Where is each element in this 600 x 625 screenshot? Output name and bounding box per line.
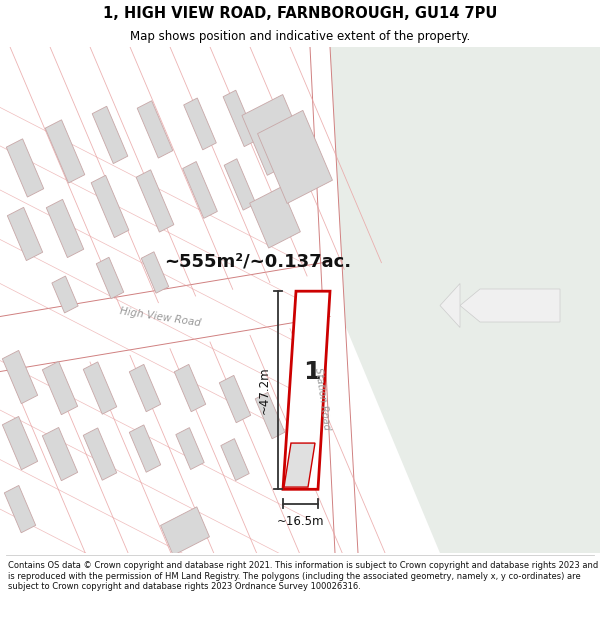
- Polygon shape: [310, 47, 358, 553]
- Polygon shape: [0, 261, 330, 371]
- Polygon shape: [141, 252, 169, 293]
- Polygon shape: [92, 106, 128, 164]
- Polygon shape: [283, 291, 330, 489]
- Text: ~16.5m: ~16.5m: [277, 515, 324, 528]
- Polygon shape: [4, 486, 36, 532]
- Polygon shape: [224, 159, 256, 210]
- Polygon shape: [91, 175, 129, 238]
- Text: ~47.2m: ~47.2m: [257, 366, 271, 414]
- Text: Station Road: Station Road: [313, 367, 331, 431]
- Polygon shape: [284, 443, 315, 487]
- Polygon shape: [250, 187, 301, 248]
- Polygon shape: [242, 94, 308, 175]
- Polygon shape: [136, 170, 174, 232]
- Polygon shape: [6, 139, 44, 197]
- Polygon shape: [46, 199, 84, 258]
- Polygon shape: [223, 90, 257, 147]
- Polygon shape: [255, 392, 285, 439]
- Text: ~555m²/~0.137ac.: ~555m²/~0.137ac.: [164, 253, 352, 271]
- Polygon shape: [2, 351, 38, 404]
- Polygon shape: [83, 428, 117, 480]
- Polygon shape: [460, 289, 560, 322]
- Polygon shape: [7, 208, 43, 261]
- Polygon shape: [184, 98, 217, 150]
- Polygon shape: [137, 101, 173, 158]
- Polygon shape: [221, 439, 249, 481]
- Polygon shape: [257, 111, 332, 204]
- Polygon shape: [330, 47, 600, 553]
- Text: Map shows position and indicative extent of the property.: Map shows position and indicative extent…: [130, 30, 470, 43]
- Polygon shape: [129, 425, 161, 472]
- Polygon shape: [219, 376, 251, 423]
- Polygon shape: [43, 428, 77, 481]
- Polygon shape: [2, 416, 38, 470]
- Polygon shape: [182, 161, 217, 218]
- Polygon shape: [174, 364, 206, 412]
- Text: 1: 1: [303, 359, 321, 384]
- Text: High View Road: High View Road: [119, 306, 201, 328]
- Polygon shape: [45, 120, 85, 183]
- Text: 1, HIGH VIEW ROAD, FARNBOROUGH, GU14 7PU: 1, HIGH VIEW ROAD, FARNBOROUGH, GU14 7PU: [103, 6, 497, 21]
- Polygon shape: [161, 507, 209, 556]
- Polygon shape: [129, 364, 161, 412]
- Polygon shape: [176, 428, 204, 469]
- Polygon shape: [83, 362, 117, 414]
- Polygon shape: [440, 284, 460, 328]
- Polygon shape: [96, 258, 124, 299]
- Polygon shape: [43, 361, 77, 414]
- Text: Contains OS data © Crown copyright and database right 2021. This information is : Contains OS data © Crown copyright and d…: [8, 561, 598, 591]
- Polygon shape: [52, 276, 78, 313]
